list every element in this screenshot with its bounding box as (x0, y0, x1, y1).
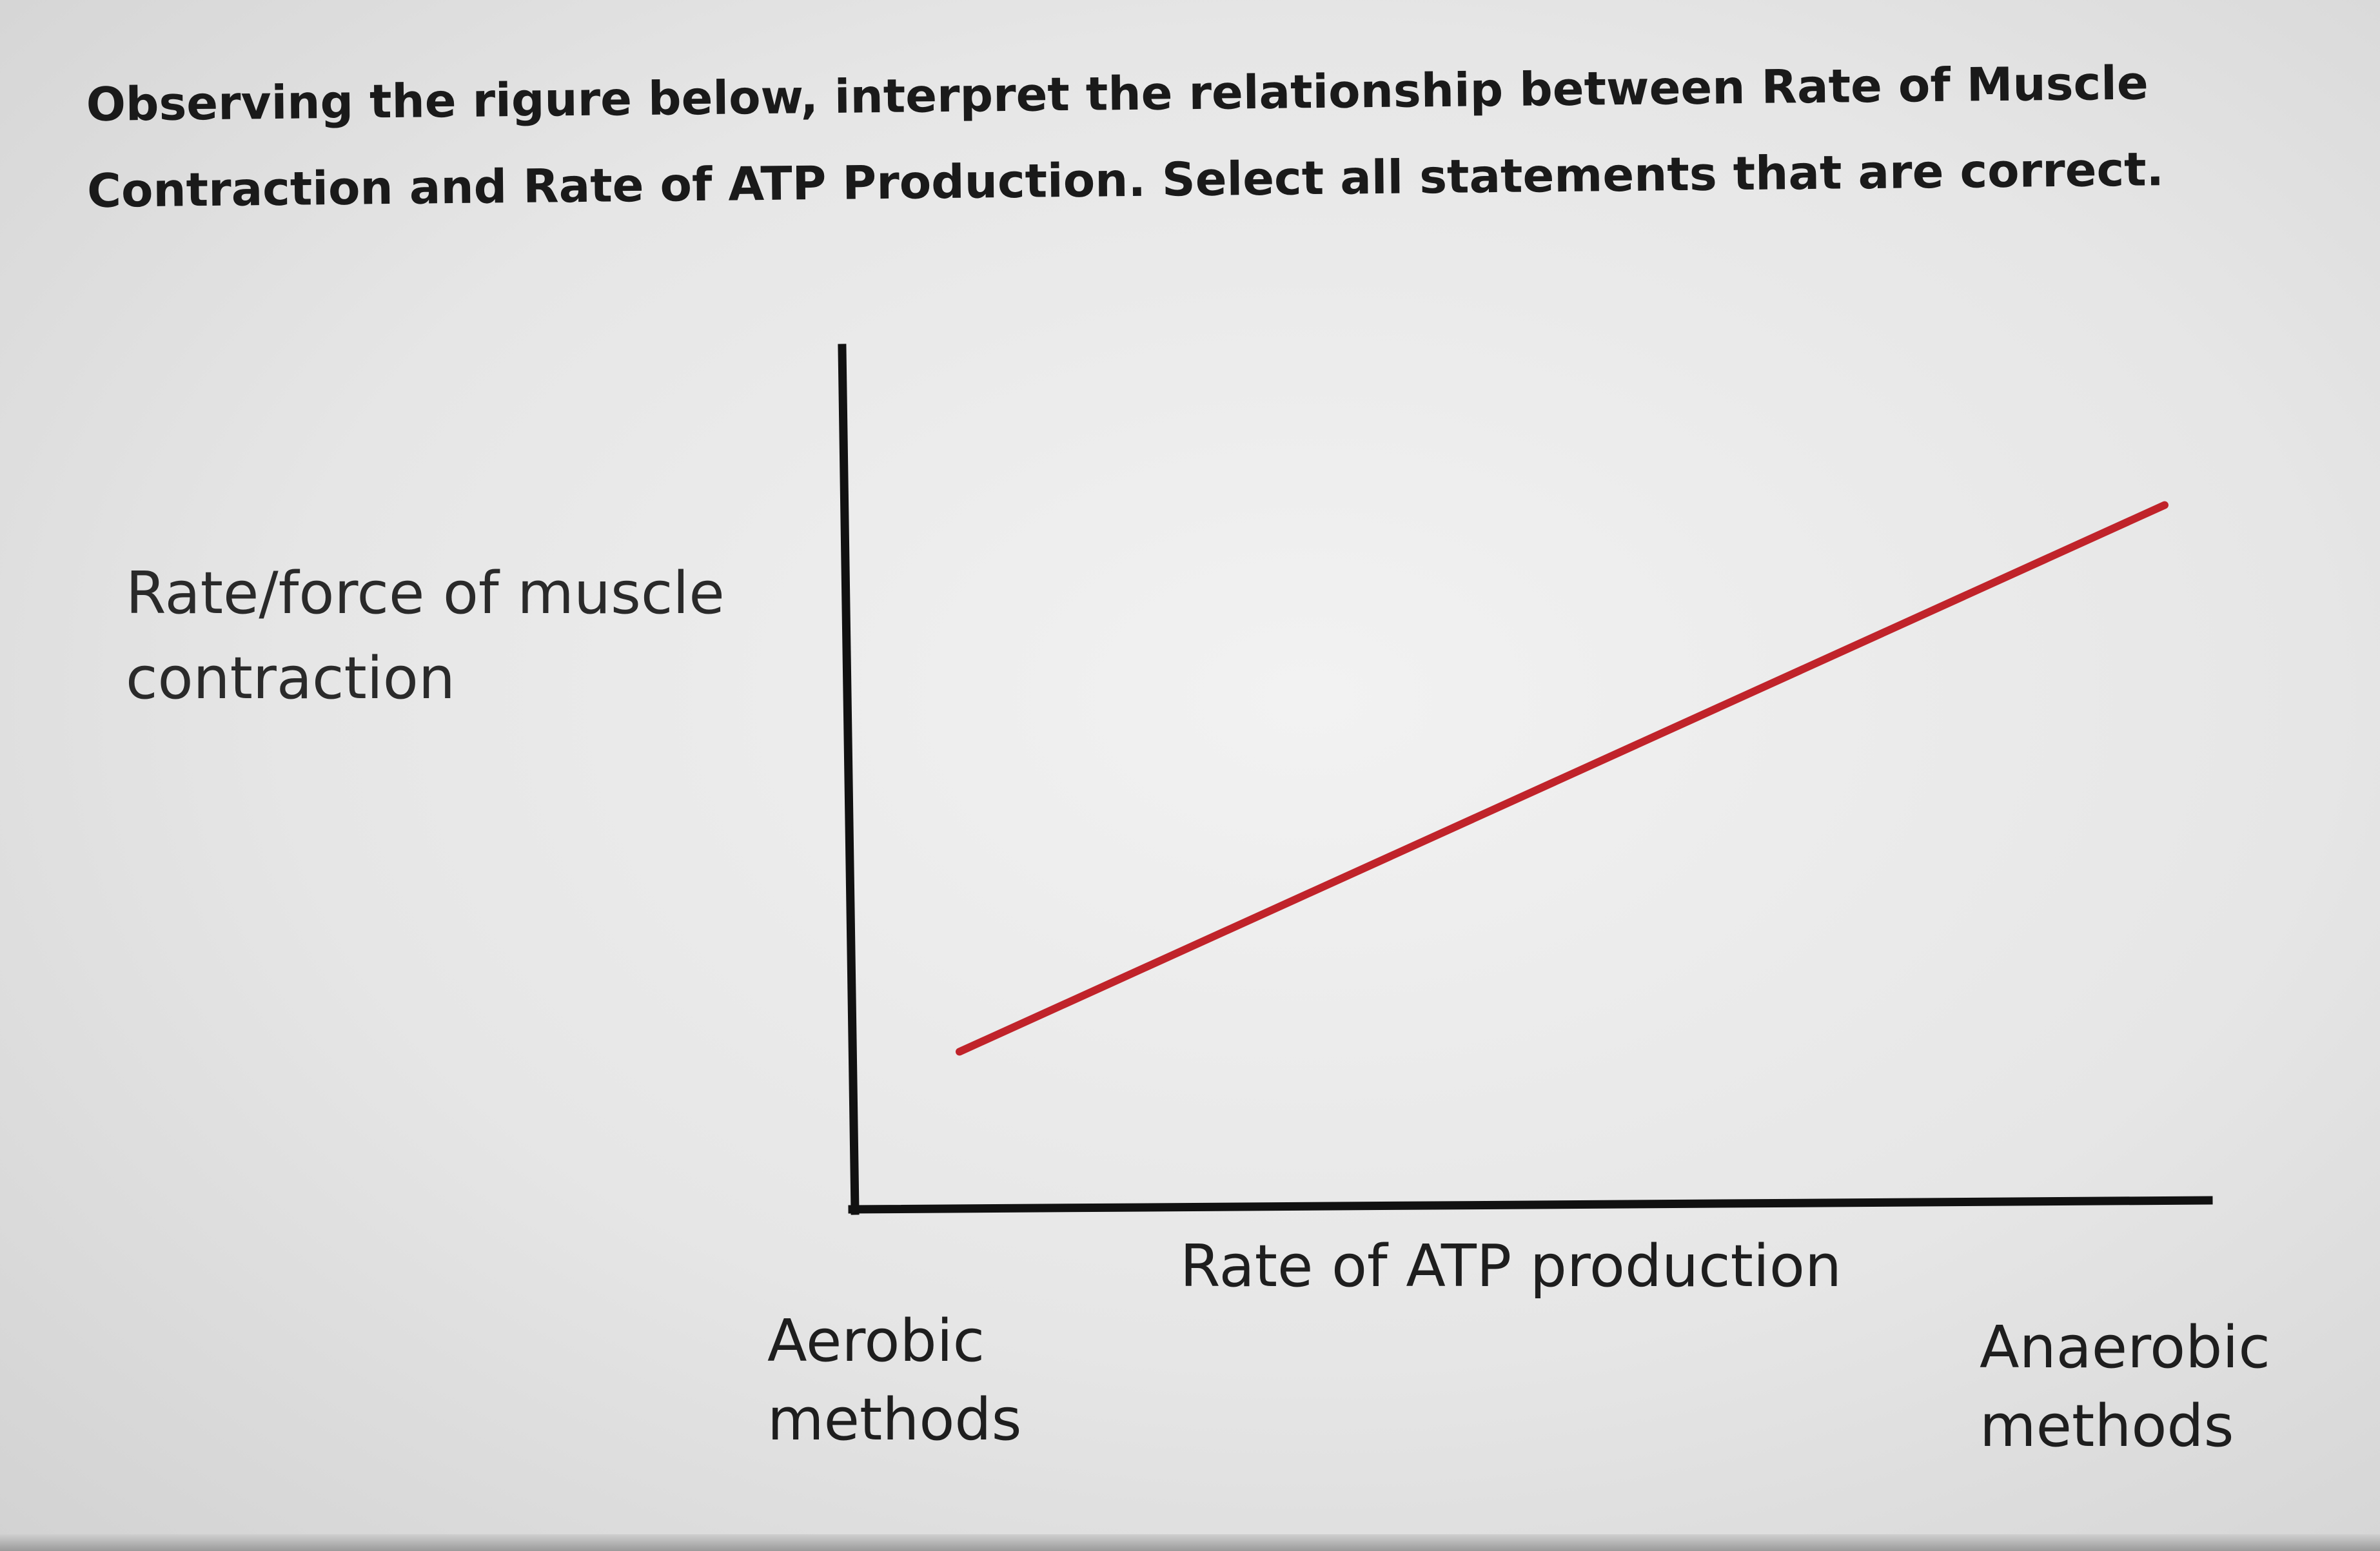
y-axis-label: Rate/force of muscle contraction (126, 560, 725, 712)
monitor-bezel-edge (0, 1534, 2380, 1551)
x-axis-label: Rate of ATP production (1180, 1233, 1842, 1300)
series-group (956, 501, 2169, 1056)
x-axis-line (848, 1196, 2213, 1214)
x-category-anaerobic: Anaerobic methods (1980, 1314, 2270, 1460)
x-category-aerobic: Aerobic methods (767, 1307, 1022, 1454)
series-line-1 (956, 501, 2169, 1056)
y-axis-line (838, 344, 860, 1215)
